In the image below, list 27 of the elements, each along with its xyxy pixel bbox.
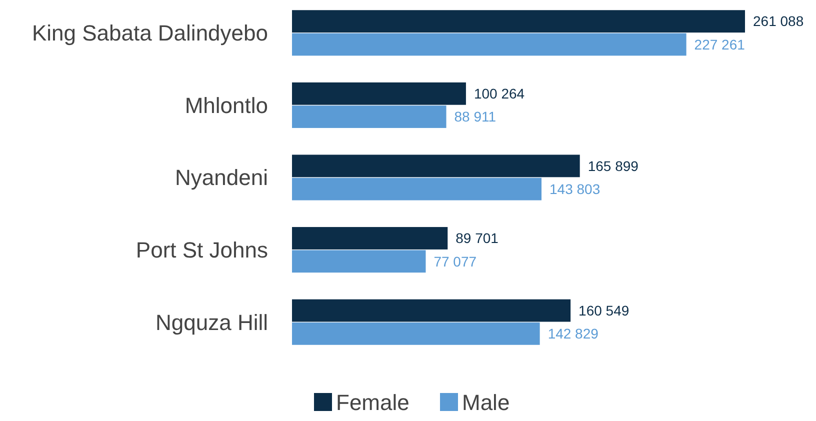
data-label: 77 077 bbox=[434, 253, 477, 270]
data-label: 227 261 bbox=[694, 36, 746, 52]
bar bbox=[292, 10, 745, 33]
data-label: 261 088 bbox=[753, 13, 804, 30]
y-tick-label: King Sabata Dalindyebo bbox=[32, 20, 268, 46]
bar bbox=[292, 82, 466, 105]
bar bbox=[292, 178, 542, 200]
bar bbox=[292, 227, 448, 250]
data-label: 100 264 bbox=[474, 86, 525, 102]
data-label: 165 899 bbox=[588, 158, 639, 174]
bar bbox=[292, 250, 426, 273]
y-tick-label: Nyandeni bbox=[175, 165, 268, 190]
legend-label: Female bbox=[336, 390, 410, 415]
y-tick-label: Port St Johns bbox=[136, 238, 268, 262]
bar bbox=[292, 299, 571, 322]
data-label: 88 911 bbox=[454, 108, 496, 125]
y-tick-label: Ngquza Hill bbox=[156, 310, 268, 335]
bar bbox=[292, 154, 580, 178]
bar bbox=[292, 106, 446, 128]
data-label: 143 803 bbox=[550, 180, 600, 197]
legend-label: Male bbox=[462, 390, 510, 415]
y-tick-label: Mhlontlo bbox=[184, 92, 268, 118]
bar bbox=[292, 33, 686, 56]
bar bbox=[292, 322, 540, 345]
data-label: 89 701 bbox=[456, 230, 499, 246]
data-label: 142 829 bbox=[548, 326, 599, 342]
data-label: 160 549 bbox=[578, 302, 630, 318]
